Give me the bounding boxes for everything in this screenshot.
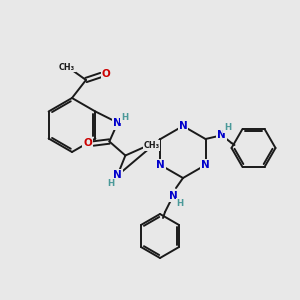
Text: N: N [156,160,165,170]
Text: H: H [176,199,184,208]
Text: N: N [169,191,177,201]
Text: CH₃: CH₃ [59,62,75,71]
Text: H: H [107,179,114,188]
Text: O: O [102,69,110,79]
Text: N: N [201,160,210,170]
Text: N: N [217,130,226,140]
Text: H: H [121,113,128,122]
Text: N: N [178,121,188,131]
Text: CH₃: CH₃ [143,141,159,150]
Text: H: H [224,124,231,133]
Text: N: N [113,118,122,128]
Text: N: N [113,170,122,181]
Text: O: O [83,139,92,148]
